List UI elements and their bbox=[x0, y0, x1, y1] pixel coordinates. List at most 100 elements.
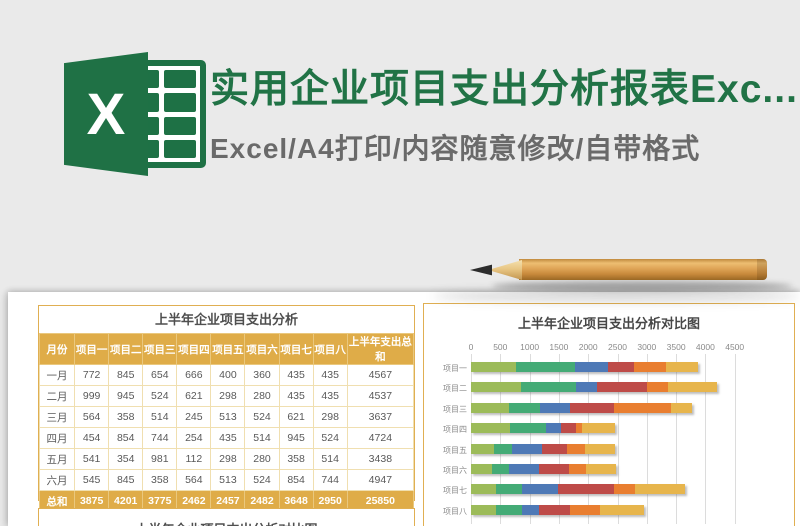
total-cell: 3775 bbox=[142, 490, 178, 512]
bar-segment bbox=[539, 464, 570, 474]
gridline bbox=[676, 354, 678, 524]
bar-segment bbox=[520, 382, 576, 393]
axis-tick-label: 3000 bbox=[637, 342, 657, 352]
column-header: 项目七 bbox=[278, 333, 314, 365]
table-row: 五月 541 354 981 112 298 280 358 514 3438 bbox=[38, 448, 415, 470]
bar-segment bbox=[560, 423, 576, 434]
table-cell: 621 bbox=[176, 385, 212, 407]
stacked-bar bbox=[471, 362, 699, 372]
pencil-shadow bbox=[432, 290, 800, 302]
stacked-bar bbox=[471, 464, 617, 474]
gridline bbox=[705, 354, 707, 524]
total-cell: 2950 bbox=[312, 490, 348, 512]
table-cell: 541 bbox=[74, 448, 110, 470]
table-cell: 二月 bbox=[38, 385, 76, 407]
table-cell: 358 bbox=[278, 448, 314, 470]
bar-segment bbox=[575, 382, 597, 393]
second-chart-panel: 上半年企业项目支出分析对比图 bbox=[38, 508, 415, 526]
bar-segment bbox=[596, 382, 647, 393]
page-subtitle: Excel/A4打印/内容随意修改/自带格式 bbox=[210, 133, 701, 164]
category-label: 项目六 bbox=[443, 466, 467, 475]
bar-segment bbox=[496, 504, 522, 515]
table-cell: 545 bbox=[74, 469, 110, 491]
bar-segment bbox=[471, 382, 521, 393]
table-cell: 845 bbox=[108, 364, 144, 386]
table-cell: 一月 bbox=[38, 364, 76, 386]
pencil-shadow bbox=[492, 281, 792, 291]
gridline bbox=[500, 354, 502, 524]
page-title: 实用企业项目支出分析报表Exc... bbox=[210, 68, 798, 111]
column-header: 上半年支出总和 bbox=[346, 333, 415, 365]
table-cell: 621 bbox=[278, 406, 314, 428]
bar-segment bbox=[570, 402, 614, 413]
bar-segment bbox=[646, 382, 668, 393]
table-cell: 854 bbox=[278, 469, 314, 491]
table-cell: 五月 bbox=[38, 448, 76, 470]
category-label: 项目八 bbox=[443, 506, 467, 516]
chart-panel: 上半年企业项目支出分析对比图 0 500 1000 1500 2000 2500 3000 3… bbox=[423, 303, 795, 526]
column-header: 项目三 bbox=[142, 333, 178, 365]
stacked-bar bbox=[471, 423, 616, 434]
axis-tick-label: 3500 bbox=[666, 342, 686, 352]
table-row: 三月 564 358 514 245 513 524 621 298 3637 bbox=[38, 406, 415, 428]
bar-segment bbox=[582, 423, 616, 434]
bar-segment bbox=[567, 443, 585, 454]
gridline bbox=[734, 354, 736, 524]
table-cell: 435 bbox=[278, 385, 314, 407]
logo-letter: X bbox=[86, 81, 126, 147]
table-cell: 298 bbox=[312, 406, 348, 428]
bar-segment bbox=[667, 382, 718, 393]
column-header: 项目六 bbox=[244, 333, 280, 365]
bar-segment bbox=[574, 362, 608, 372]
table-cell: 524 bbox=[244, 406, 280, 428]
bar-segment bbox=[546, 423, 561, 434]
table-cell: 514 bbox=[244, 427, 280, 449]
table-cell: 435 bbox=[210, 427, 246, 449]
table-row: 四月 454 854 744 254 435 514 945 524 4724 bbox=[38, 427, 415, 449]
total-cell: 4201 bbox=[108, 490, 144, 512]
bar-segment bbox=[634, 362, 667, 372]
table-cell: 772 bbox=[74, 364, 110, 386]
bar-segment bbox=[471, 362, 517, 372]
table-cell: 4567 bbox=[346, 364, 415, 386]
bar-segment bbox=[521, 484, 559, 495]
bar-segment bbox=[492, 464, 509, 474]
bar-segment bbox=[600, 504, 644, 515]
bar-segment bbox=[540, 402, 571, 413]
bar-segment bbox=[496, 484, 522, 495]
chart-title: 上半年企业项目支出分析对比图 bbox=[517, 316, 700, 331]
table-total-row: 总和 3875 4201 3775 2462 2457 2482 3648 2950 25850 bbox=[38, 490, 415, 512]
table-cell: 524 bbox=[244, 469, 280, 491]
bar-segment bbox=[634, 484, 685, 495]
table-cell: 435 bbox=[312, 364, 348, 386]
banner-text: 实用企业项目支出分析报表Exc... Excel/A4打印/内容随意修改/自带格… bbox=[210, 58, 800, 167]
axis-tick-label: 1500 bbox=[549, 342, 569, 352]
bar-segment bbox=[666, 362, 699, 372]
axis-tick-label: 4500 bbox=[725, 342, 745, 352]
excel-x-icon: X bbox=[64, 52, 148, 176]
bar-segment bbox=[471, 423, 511, 434]
total-cell: 2482 bbox=[244, 490, 280, 512]
column-header: 项目一 bbox=[74, 333, 110, 365]
bar-segment bbox=[584, 443, 615, 454]
table-cell: 513 bbox=[210, 406, 246, 428]
category-label: 项目五 bbox=[443, 445, 467, 455]
table-cell: 280 bbox=[244, 385, 280, 407]
table-cell: 358 bbox=[142, 469, 178, 491]
column-header: 项目四 bbox=[176, 333, 212, 365]
table-cell: 4724 bbox=[346, 427, 415, 449]
axis-tick-label: 1000 bbox=[520, 342, 540, 352]
table-cell: 3637 bbox=[346, 406, 415, 428]
total-cell: 2457 bbox=[210, 490, 246, 512]
axis-tick-label: 0 bbox=[468, 342, 474, 352]
bar-segment bbox=[539, 504, 571, 515]
bar-segment bbox=[471, 402, 510, 413]
bar-segment bbox=[511, 443, 542, 454]
category-label: 项目二 bbox=[443, 384, 467, 394]
excel-logo: X bbox=[64, 52, 206, 176]
category-label: 项目三 bbox=[443, 404, 467, 414]
table-cell: 400 bbox=[210, 364, 246, 386]
expense-table-panel: 上半年企业项目支出分析 月份 项目一 项目二 项目三 项目四 项目五 项目六 项目七 项目八 上半… bbox=[38, 305, 415, 512]
table-cell: 666 bbox=[176, 364, 212, 386]
axis-tick-label: 2000 bbox=[578, 342, 598, 352]
